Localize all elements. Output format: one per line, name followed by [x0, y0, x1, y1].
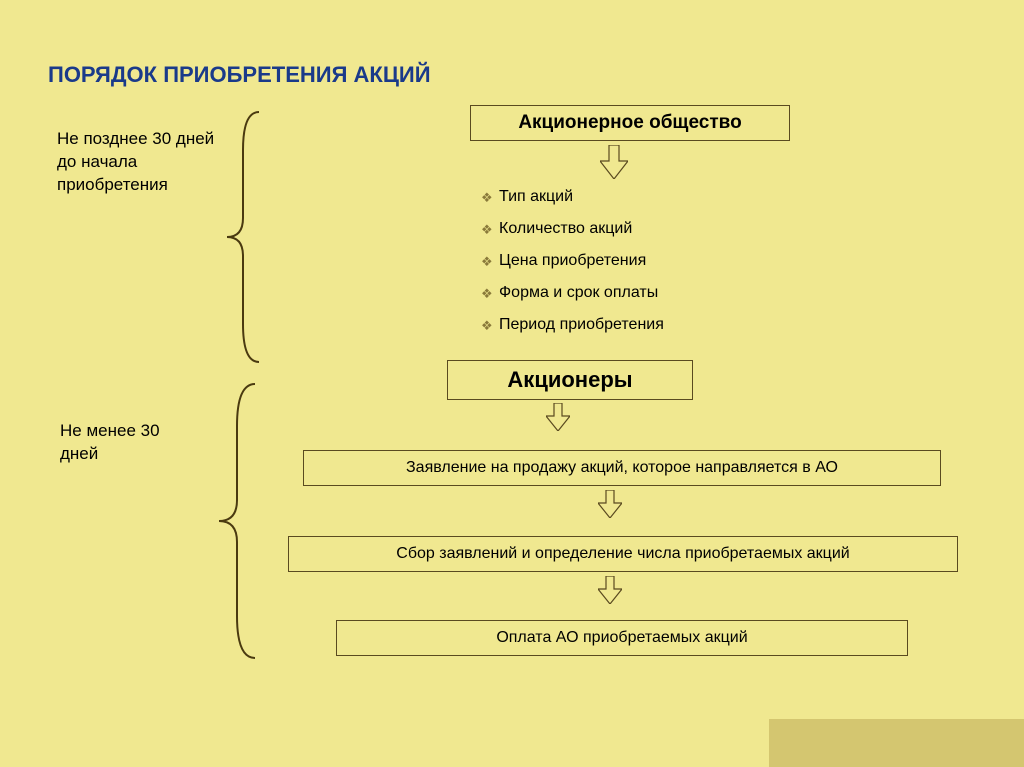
box-shareholders: Акционеры: [447, 360, 693, 400]
side-label-top: Не позднее 30 дней до начала приобретени…: [57, 128, 217, 197]
box-collection: Сбор заявлений и определение числа приоб…: [288, 536, 958, 572]
brace-icon: [223, 110, 261, 364]
box-company: Акционерное общество: [470, 105, 790, 141]
brace-icon: [215, 382, 257, 660]
arrow-down-icon: [600, 145, 628, 179]
bullet-item: Цена приобретения: [481, 252, 664, 270]
side-label-bottom: Не менее 30 дней: [60, 420, 200, 466]
box-payment: Оплата АО приобретаемых акций: [336, 620, 908, 656]
arrow-down-icon: [598, 490, 622, 518]
bullet-item: Период приобретения: [481, 316, 664, 334]
arrow-down-icon: [598, 576, 622, 604]
bullet-item: Количество акций: [481, 220, 664, 238]
page-title: ПОРЯДОК ПРИОБРЕТЕНИЯ АКЦИЙ: [48, 62, 431, 88]
bullet-item: Тип акций: [481, 188, 664, 206]
footer-box: [769, 719, 1024, 767]
bullet-item: Форма и срок оплаты: [481, 284, 664, 302]
bullet-list: Тип акций Количество акций Цена приобрет…: [481, 188, 664, 348]
arrow-down-icon: [546, 403, 570, 431]
box-statement: Заявление на продажу акций, которое напр…: [303, 450, 941, 486]
